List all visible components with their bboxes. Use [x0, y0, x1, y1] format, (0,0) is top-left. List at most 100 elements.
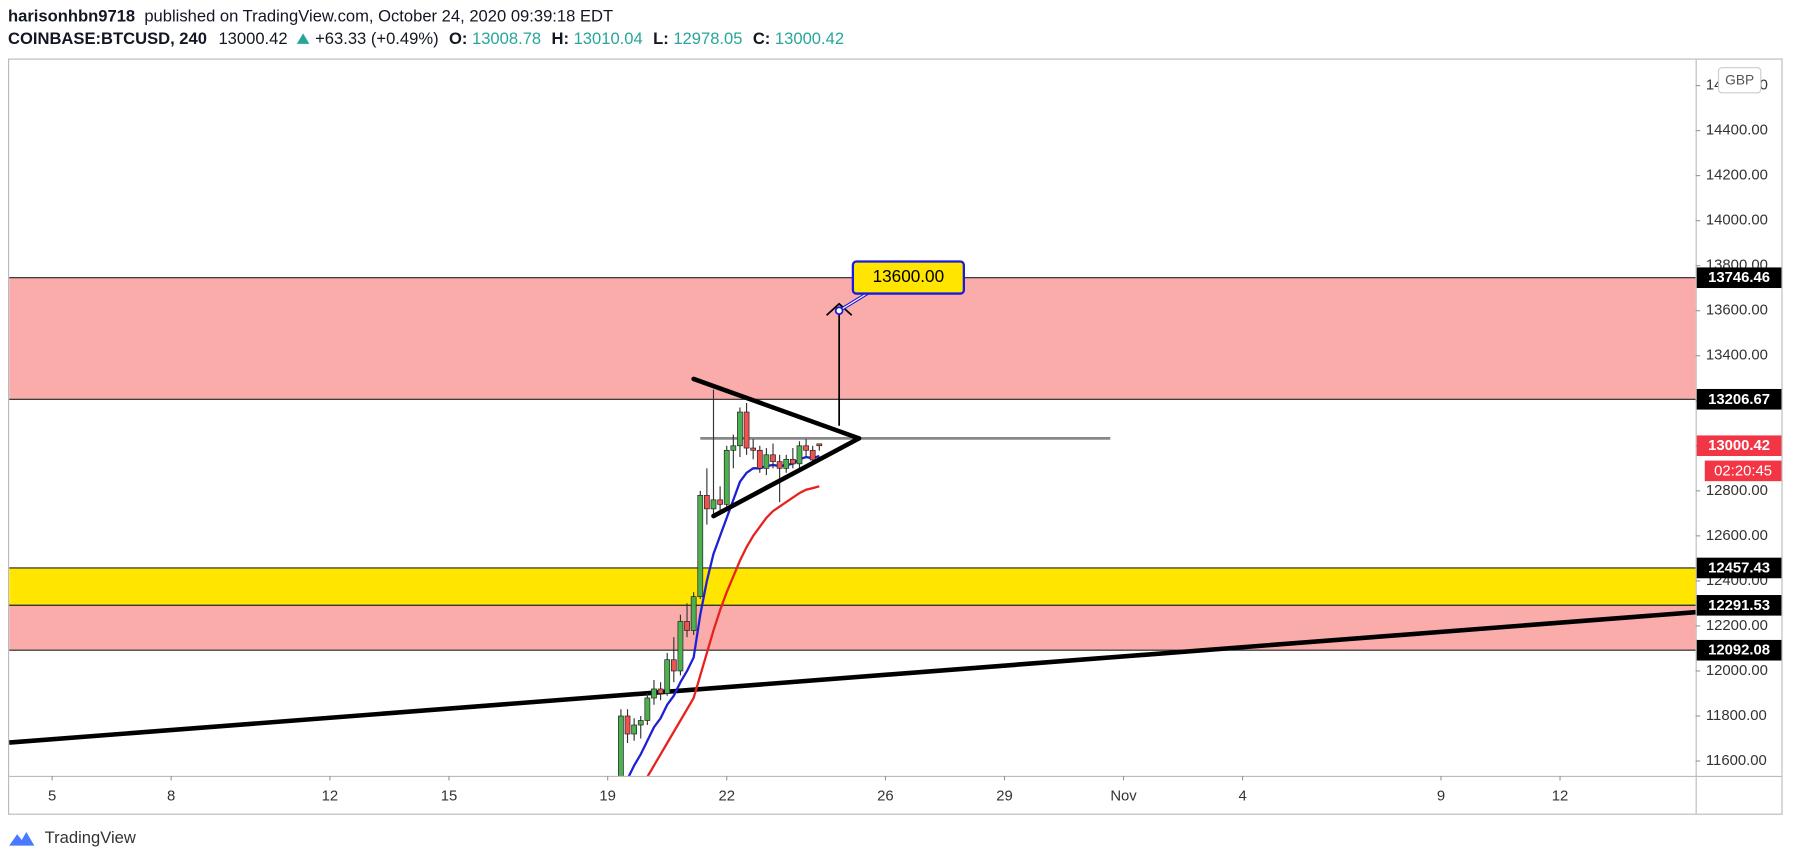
y-tick-label: 11800.00	[1706, 708, 1767, 724]
callout-label: 13600.00	[873, 266, 945, 286]
target-point	[834, 306, 844, 315]
tv-logo	[9, 831, 35, 846]
zone-price-tag: 12291.53	[1708, 598, 1770, 614]
zone-price-tag-box	[1696, 639, 1782, 661]
candle-body	[717, 499, 723, 505]
candle-body	[723, 449, 730, 505]
zone	[9, 605, 1696, 651]
zone-price-tag-box	[1696, 595, 1782, 616]
x-tick-label: Nov	[1110, 788, 1137, 804]
open-value: 13008.78	[472, 30, 541, 49]
candle-body	[770, 454, 776, 462]
last-price: 13000.42	[218, 30, 287, 49]
last-price-tag-box	[1696, 435, 1782, 457]
candle-body	[710, 499, 717, 510]
logo-icon	[9, 831, 35, 846]
x-tick-label: 12	[1552, 788, 1569, 804]
candle-body	[743, 411, 750, 449]
y-tick-label: 12200.00	[1706, 618, 1768, 634]
x-tick-label: 19	[599, 788, 616, 804]
candle-body	[776, 461, 783, 469]
axes: 11600.0011800.0012000.0012200.0012400.00…	[48, 67, 1782, 804]
triangle-side	[691, 376, 862, 441]
published: published on TradingView.com, October 24…	[144, 7, 613, 26]
callout-connector-inner	[838, 291, 870, 312]
currency-button	[1717, 67, 1762, 94]
high-label: H:	[551, 30, 569, 49]
zone	[9, 277, 1696, 400]
candle-body	[704, 494, 710, 510]
low-value: 12978.05	[673, 30, 742, 49]
x-tick-label: 22	[718, 788, 735, 804]
close-label: C:	[753, 30, 770, 49]
y-tick-label: 13400.00	[1706, 348, 1768, 364]
open-label: O:	[449, 30, 467, 49]
x-tick-label: 15	[441, 788, 458, 804]
y-tick-label: 14200.00	[1706, 168, 1768, 184]
candle-body	[750, 447, 757, 451]
y-tick-label: 13600.00	[1706, 303, 1768, 319]
trendline	[9, 609, 1696, 745]
x-tick-label: 12	[322, 788, 339, 804]
change: +63.33 (+0.49%)	[315, 30, 439, 49]
x-tick-label: 26	[877, 788, 894, 804]
candle-body	[763, 454, 770, 469]
candle-body	[670, 659, 677, 672]
zone-price-tag: 12457.43	[1708, 560, 1770, 576]
y-tick-label: 14000.00	[1706, 213, 1768, 229]
candle-body	[816, 443, 823, 447]
countdown-box	[1704, 460, 1782, 482]
footer: TradingView	[45, 828, 137, 847]
zone	[9, 567, 1696, 606]
y-tick-label: 14400.00	[1706, 123, 1768, 139]
x-tick-label: 4	[1238, 788, 1246, 804]
close-value: 13000.42	[775, 30, 844, 49]
low-label: L:	[653, 30, 669, 49]
author: harisonhbn9718	[8, 7, 135, 26]
zone-price-tag: 13746.46	[1708, 270, 1770, 286]
candle-body	[624, 715, 631, 735]
zone-price-tag: 13206.67	[1708, 392, 1770, 408]
y-tick-label: 11600.00	[1706, 753, 1767, 769]
target-arrowhead	[825, 302, 853, 316]
plot-area: 13600.00	[9, 260, 1696, 776]
countdown: 02:20:45	[1714, 463, 1772, 479]
candle-body	[756, 449, 763, 469]
currency-label: GBP	[1725, 72, 1754, 87]
x-tick-label: 8	[167, 788, 175, 804]
candle-body	[637, 720, 644, 726]
candle-body	[644, 697, 651, 721]
y-tick-label: 12600.00	[1706, 528, 1768, 544]
triangle-side	[711, 436, 862, 519]
x-tick-label: 5	[48, 788, 56, 804]
candle-body	[697, 494, 704, 598]
x-tick-label: 29	[996, 788, 1013, 804]
candle-body	[690, 596, 697, 631]
y-tick-label: 12000.00	[1706, 663, 1768, 679]
zone-price-tag-box	[1696, 388, 1782, 410]
candle-body	[631, 724, 637, 735]
candle-body	[677, 621, 684, 672]
legend-line: COINBASE:BTCUSD, 240 13000.42 +63.33 (+0…	[8, 30, 844, 49]
candle-body	[657, 688, 664, 694]
candle-body	[618, 715, 624, 776]
candle-body	[737, 411, 743, 447]
candle-body	[783, 458, 790, 469]
callout-box	[851, 260, 966, 295]
candle-body	[789, 458, 796, 465]
candle-body	[684, 621, 690, 631]
candle-body	[803, 445, 809, 451]
candle-body	[809, 449, 816, 461]
candle-body	[730, 445, 737, 451]
header-line: harisonhbn9718 published on TradingView.…	[8, 7, 613, 26]
x-tick-label: 9	[1437, 788, 1445, 804]
candle-body	[651, 688, 657, 699]
y-tick-label: 12800.00	[1706, 483, 1768, 499]
last-price-tag: 13000.42	[1708, 438, 1770, 454]
symbol: COINBASE:BTCUSD, 240	[8, 30, 207, 49]
high-value: 13010.04	[574, 30, 643, 49]
candle-body	[664, 659, 671, 694]
zone-price-tag: 12092.08	[1708, 643, 1770, 659]
zone-price-tag-box	[1696, 267, 1782, 289]
